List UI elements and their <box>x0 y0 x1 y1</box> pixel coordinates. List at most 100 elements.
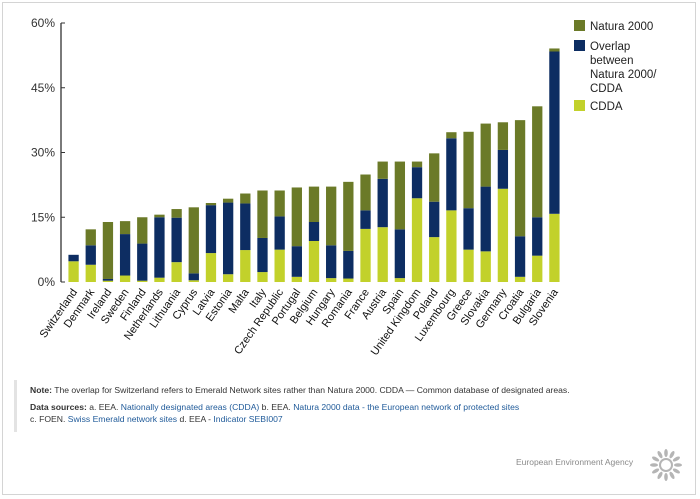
bar-segment <box>240 203 251 251</box>
source-a-link[interactable]: Nationally designated areas (CDDA) <box>120 402 260 412</box>
bar-segment <box>360 228 371 282</box>
y-tick-label: 45% <box>31 81 55 95</box>
source-d-link[interactable]: Indicator SEBI007 <box>213 414 283 424</box>
bar-segment <box>291 276 302 282</box>
eea-sun-icon <box>650 449 682 481</box>
sun-ray <box>674 463 682 467</box>
bar-segment <box>274 216 285 250</box>
legend-swatch-overlap <box>574 40 585 51</box>
y-tick-label: 0% <box>38 275 56 289</box>
bar-segment <box>377 178 388 228</box>
bar-segment <box>257 237 268 273</box>
bar-segment <box>343 250 354 279</box>
notes-panel: Note: The overlap for Switzerland refers… <box>14 380 684 432</box>
bar-segment <box>326 186 337 246</box>
bar-segment <box>463 208 474 250</box>
source-b-link[interactable]: Natura 2000 data - the European network … <box>293 402 520 412</box>
bar-segment <box>257 190 268 238</box>
source-c-prefix: c. FOEN. <box>30 414 68 424</box>
source-b-prefix: b. EEA. <box>259 402 294 412</box>
bar-segment <box>497 149 509 189</box>
note-label: Note: <box>30 385 52 395</box>
sources-line-1: Data sources: a. EEA. Nationally designa… <box>30 401 680 413</box>
bars-group <box>68 48 560 283</box>
legend: Natura 2000 Overlap between Natura 2000/… <box>574 20 657 113</box>
y-tick-label: 60% <box>31 16 55 30</box>
bar-segment <box>394 229 406 279</box>
bar-segment <box>85 229 96 246</box>
source-d-prefix: d. EEA - <box>177 414 214 424</box>
bar-segment <box>205 203 217 206</box>
y-tick-label: 15% <box>31 210 55 224</box>
bar-segment <box>154 217 165 278</box>
bar-segment <box>119 275 131 282</box>
bar-segment <box>240 250 251 282</box>
bar-segment <box>480 186 491 252</box>
agency-name: European Environment Agency <box>516 457 634 467</box>
sources-line-2: c. FOEN. Swiss Emerald network sites d. … <box>30 413 680 425</box>
bar-segment <box>411 161 423 168</box>
bar-segment <box>119 221 131 235</box>
bar-segment <box>377 227 388 282</box>
sun-ray <box>669 471 675 479</box>
legend-label-overlap-1: Overlap <box>590 41 630 53</box>
bar-segment <box>480 123 491 187</box>
source-c-link[interactable]: Swiss Emerald network sites <box>67 414 178 424</box>
bar-segment <box>274 190 285 217</box>
legend-label-cdda: CDDA <box>590 101 623 113</box>
sun-ray <box>657 451 663 459</box>
bar-segment <box>308 240 320 282</box>
legend-label-overlap-2: between <box>590 55 633 67</box>
bar-segment <box>102 222 114 279</box>
bar-segment <box>429 153 440 202</box>
bar-segment <box>308 222 320 241</box>
bar-segment <box>205 253 217 282</box>
bar-segment <box>343 181 354 251</box>
bar-segment <box>463 249 474 283</box>
bar-segment <box>85 264 96 282</box>
legend-swatch-natura-2000 <box>574 20 585 31</box>
bar-segment <box>532 255 543 282</box>
bar-segment <box>188 207 199 274</box>
sun-ray <box>652 456 660 462</box>
sun-ray <box>672 468 680 474</box>
bar-segment <box>514 236 526 277</box>
bar-segment <box>68 254 79 262</box>
bar-segment <box>429 237 440 282</box>
bar-segment <box>497 188 509 282</box>
bar-segment <box>222 198 234 203</box>
bar-segment <box>137 243 148 281</box>
legend-label-overlap-4: CDDA <box>590 83 623 95</box>
bar-segment <box>549 51 560 214</box>
bar-segment <box>514 120 526 237</box>
sun-ray <box>664 473 668 481</box>
bar-segment <box>446 138 457 211</box>
bar-segment <box>549 48 560 52</box>
bar-segment <box>171 217 182 263</box>
notes-accent-bar <box>14 380 17 432</box>
bar-segment <box>480 251 491 282</box>
legend-label-natura-2000: Natura 2000 <box>590 21 653 33</box>
bar-segment <box>102 280 114 282</box>
bar-segment <box>188 280 199 282</box>
bar-segment <box>188 273 199 281</box>
bar-segment <box>119 234 131 276</box>
bar-segment <box>429 201 440 238</box>
bar-segment <box>308 186 320 222</box>
bar-segment <box>137 280 148 282</box>
bar-segment <box>497 122 509 150</box>
bar-segment <box>274 249 285 283</box>
bar-segment <box>549 213 560 282</box>
bar-segment <box>222 274 234 282</box>
y-axis: 0% 15% 30% 45% 60% <box>31 16 65 289</box>
bar-segment <box>102 278 114 281</box>
bar-segment <box>394 161 406 230</box>
bar-segment <box>171 209 182 218</box>
bar-segment <box>446 132 457 139</box>
sun-ray <box>669 451 675 459</box>
y-tick-label: 30% <box>31 146 55 160</box>
note-line: Note: The overlap for Switzerland refers… <box>30 384 680 396</box>
bar-segment <box>411 198 423 282</box>
bar-segment <box>446 210 457 282</box>
legend-swatch-cdda <box>574 100 585 111</box>
